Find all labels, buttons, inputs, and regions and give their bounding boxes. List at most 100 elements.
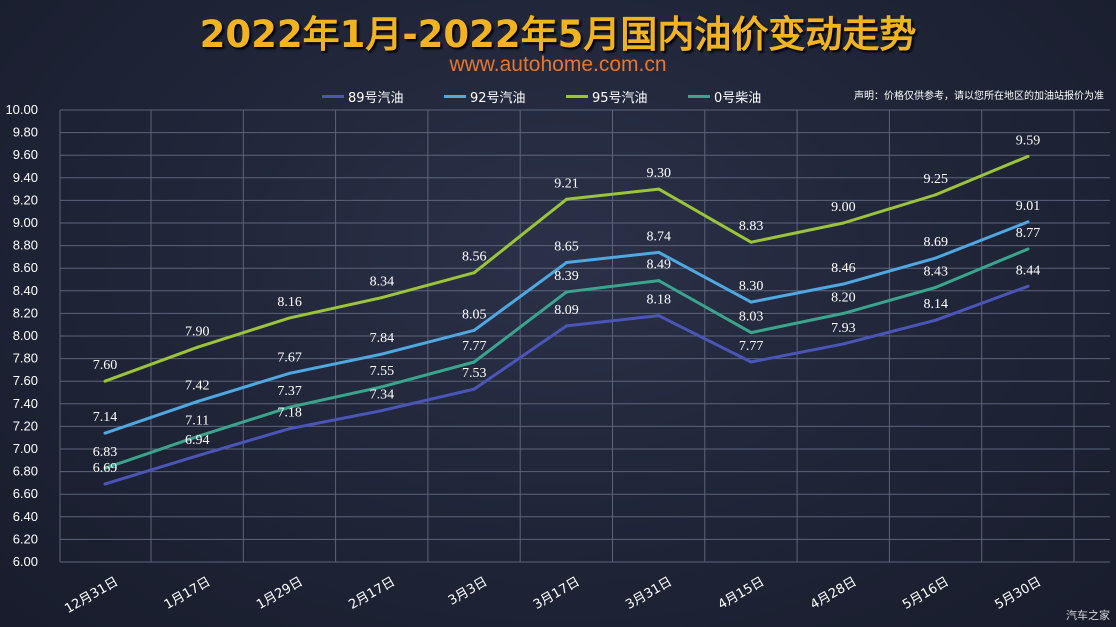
data-point-s95 bbox=[841, 221, 845, 225]
data-label-s0: 6.83 bbox=[93, 445, 118, 460]
data-point-s0 bbox=[934, 285, 938, 289]
data-label-s0: 7.55 bbox=[370, 364, 395, 379]
data-point-s0 bbox=[749, 331, 753, 335]
data-point-s89 bbox=[934, 318, 938, 322]
data-label-s89: 6.94 bbox=[185, 433, 210, 448]
data-point-s95 bbox=[195, 345, 199, 349]
y-tick-label: 9.40 bbox=[13, 170, 38, 185]
data-point-s95 bbox=[565, 197, 568, 201]
data-label-s92: 8.74 bbox=[647, 229, 672, 244]
data-point-s95 bbox=[749, 240, 753, 244]
legend: 89号汽油 92号汽油 95号汽油 0号柴油 bbox=[322, 88, 810, 106]
data-label-s89: 7.53 bbox=[462, 366, 487, 381]
data-point-s89 bbox=[657, 314, 661, 318]
data-label-s92: 8.46 bbox=[831, 261, 856, 276]
chart-subtitle: www.autohome.com.cn bbox=[449, 53, 667, 76]
data-point-s92 bbox=[565, 261, 568, 265]
data-point-s95 bbox=[103, 379, 107, 383]
data-label-s89: 8.14 bbox=[923, 297, 948, 312]
data-point-s89 bbox=[103, 482, 107, 486]
data-label-s92: 7.14 bbox=[93, 410, 118, 425]
data-label-s95: 8.83 bbox=[739, 219, 764, 234]
data-point-s92 bbox=[288, 371, 292, 375]
x-tick-label: 12月31日 bbox=[62, 574, 121, 617]
watermark: 汽车之家 bbox=[1066, 609, 1110, 622]
y-tick-label: 8.20 bbox=[13, 305, 38, 320]
data-label-s92: 9.01 bbox=[1016, 199, 1041, 214]
y-tick-label: 6.40 bbox=[13, 509, 38, 524]
data-point-s89 bbox=[565, 324, 568, 328]
data-point-s92 bbox=[934, 256, 938, 260]
data-label-s89: 6.69 bbox=[93, 461, 118, 476]
x-tick-label: 4月15日 bbox=[716, 574, 768, 612]
data-label-s92: 8.69 bbox=[923, 235, 948, 250]
x-tick-label: 3月17日 bbox=[531, 574, 583, 612]
data-point-s92 bbox=[103, 431, 107, 435]
data-label-s0: 8.39 bbox=[554, 269, 579, 284]
data-label-s0: 7.37 bbox=[277, 384, 302, 399]
x-tick-label: 5月16日 bbox=[900, 574, 952, 612]
x-tick-label: 4月28日 bbox=[808, 574, 860, 612]
data-point-s95 bbox=[472, 271, 476, 275]
data-label-s92: 8.65 bbox=[554, 240, 579, 255]
data-point-s92 bbox=[472, 328, 476, 332]
legend-item-92: 92号汽油 bbox=[444, 88, 566, 106]
y-tick-label: 7.00 bbox=[13, 441, 38, 456]
data-label-s95: 9.30 bbox=[647, 166, 672, 181]
data-point-s95 bbox=[657, 187, 661, 191]
data-point-s92 bbox=[1026, 220, 1030, 224]
data-label-s0: 8.77 bbox=[1016, 226, 1041, 241]
data-point-s92 bbox=[841, 282, 845, 286]
legend-item-89: 89号汽油 bbox=[322, 88, 444, 106]
data-label-s92: 7.84 bbox=[370, 331, 395, 346]
y-tick-label: 7.80 bbox=[13, 351, 38, 366]
x-tick-label: 1月17日 bbox=[162, 574, 214, 612]
data-label-s95: 7.60 bbox=[93, 358, 118, 373]
legend-label-92: 92号汽油 bbox=[470, 90, 526, 106]
data-label-s95: 8.34 bbox=[370, 275, 395, 290]
data-label-s92: 8.30 bbox=[739, 279, 764, 294]
data-point-s0 bbox=[1026, 247, 1030, 251]
x-tick-label: 5月30日 bbox=[992, 574, 1044, 612]
data-label-s89: 8.09 bbox=[554, 303, 579, 318]
data-label-s95: 9.00 bbox=[831, 200, 856, 215]
data-label-s0: 8.03 bbox=[739, 310, 764, 325]
data-point-s0 bbox=[288, 405, 292, 409]
y-tick-label: 9.80 bbox=[13, 125, 38, 140]
legend-swatch-89 bbox=[322, 94, 344, 98]
legend-swatch-95 bbox=[566, 94, 588, 98]
data-label-s95: 9.59 bbox=[1016, 133, 1041, 148]
data-label-s95: 7.90 bbox=[185, 324, 210, 339]
data-point-s89 bbox=[1026, 284, 1030, 288]
legend-label-0: 0号柴油 bbox=[714, 90, 762, 106]
y-tick-label: 7.60 bbox=[13, 373, 38, 388]
data-label-s92: 7.42 bbox=[185, 379, 210, 394]
data-label-s0: 8.49 bbox=[647, 258, 672, 273]
data-point-s0 bbox=[657, 279, 661, 283]
data-label-s0: 8.43 bbox=[923, 264, 948, 279]
y-tick-label: 8.40 bbox=[13, 283, 38, 298]
data-point-s89 bbox=[195, 454, 199, 458]
data-label-s89: 8.44 bbox=[1016, 263, 1041, 278]
data-point-s95 bbox=[1026, 154, 1030, 158]
y-tick-label: 6.20 bbox=[13, 531, 38, 546]
data-label-s89: 8.18 bbox=[647, 293, 672, 308]
data-label-s89: 7.77 bbox=[739, 339, 764, 354]
data-point-s0 bbox=[380, 385, 384, 389]
y-tick-label: 9.00 bbox=[13, 215, 38, 230]
data-label-s95: 8.56 bbox=[462, 250, 487, 265]
data-label-s89: 7.18 bbox=[277, 406, 302, 421]
data-label-s89: 7.93 bbox=[831, 321, 856, 336]
data-label-s92: 8.05 bbox=[462, 307, 487, 322]
data-point-s89 bbox=[749, 360, 753, 364]
y-tick-label: 8.80 bbox=[13, 238, 38, 253]
data-point-s92 bbox=[195, 400, 199, 404]
data-point-s0 bbox=[841, 311, 845, 315]
data-point-s0 bbox=[103, 466, 107, 470]
data-label-s95: 8.16 bbox=[277, 295, 302, 310]
data-point-s89 bbox=[472, 387, 476, 391]
y-tick-label: 6.80 bbox=[13, 464, 38, 479]
data-point-s0 bbox=[472, 360, 476, 364]
legend-swatch-0 bbox=[688, 94, 710, 98]
legend-label-89: 89号汽油 bbox=[348, 90, 404, 106]
